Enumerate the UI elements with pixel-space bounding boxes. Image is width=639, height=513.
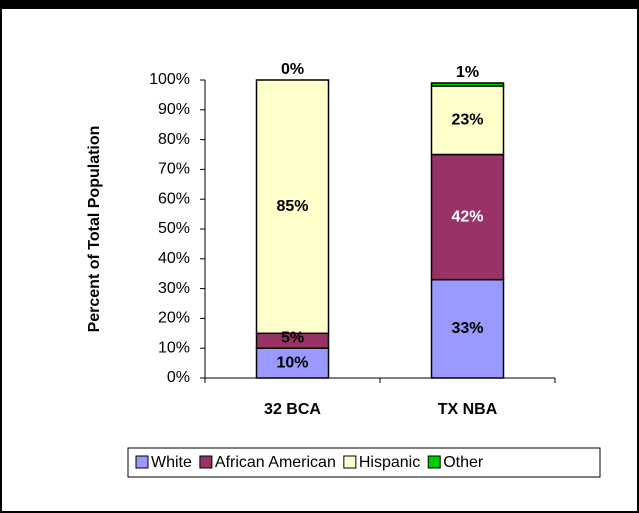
legend-label: Hispanic <box>359 454 420 471</box>
data-label: 1% <box>456 64 479 81</box>
y-tick-label: 50% <box>158 220 190 237</box>
legend-swatch <box>427 455 441 469</box>
legend-label: Other <box>443 454 484 471</box>
legend-label: White <box>151 454 192 471</box>
data-label: 10% <box>276 354 308 371</box>
y-tick-label: 10% <box>158 339 190 356</box>
y-tick-label: 80% <box>158 131 190 148</box>
bar-segment <box>430 85 505 156</box>
bar-segment <box>430 153 505 281</box>
bar-segment <box>430 82 505 87</box>
y-tick-label: 20% <box>158 310 190 327</box>
data-label: 33% <box>451 320 483 337</box>
y-tick-label: 40% <box>158 250 190 267</box>
legend-label: African American <box>215 454 336 471</box>
data-label: 42% <box>451 208 483 225</box>
bar-segment <box>255 79 330 335</box>
y-tick-label: 0% <box>167 369 190 386</box>
top-band <box>0 0 639 9</box>
legend-swatch <box>343 455 357 469</box>
y-tick-label: 60% <box>158 190 190 207</box>
data-label: 23% <box>451 111 483 128</box>
y-tick-label: 70% <box>158 161 190 178</box>
x-tick-label: 32 BCA <box>264 401 321 418</box>
y-axis-label: Percent of Total Population <box>86 126 103 333</box>
y-tick-label: 100% <box>149 71 190 88</box>
y-tick-label: 90% <box>158 101 190 118</box>
data-label: 5% <box>281 329 304 346</box>
y-tick-label: 30% <box>158 280 190 297</box>
x-tick-label: TX NBA <box>438 401 498 418</box>
legend-swatch <box>135 455 149 469</box>
legend-swatch <box>199 455 213 469</box>
data-label: 0% <box>281 61 304 78</box>
data-label: 85% <box>276 198 308 215</box>
